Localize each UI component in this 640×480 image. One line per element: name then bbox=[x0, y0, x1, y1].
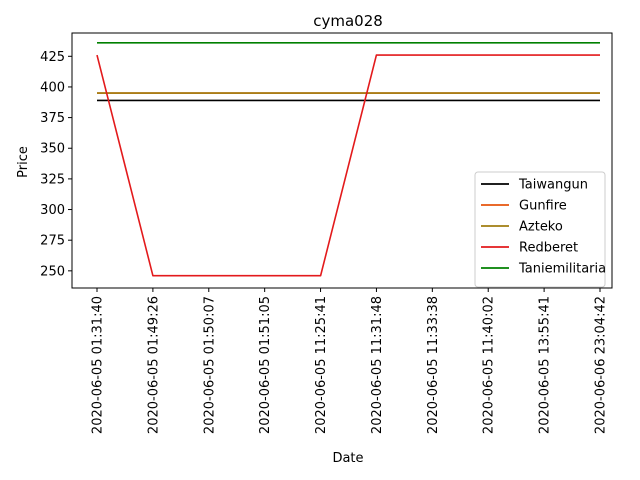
x-tick-label: 2020-06-05 11:25:41 bbox=[314, 296, 329, 434]
x-tick-label: 2020-06-05 11:40:02 bbox=[482, 296, 497, 434]
x-tick-label: 2020-06-05 13:55:41 bbox=[538, 296, 553, 434]
legend: Taiwangun Gunfire Azteko Redberet Taniemilit… bbox=[474, 171, 606, 288]
x-tick-label: 2020-06-05 01:51:05 bbox=[258, 296, 273, 434]
x-axis-label: Date bbox=[332, 451, 363, 466]
legend-label-taniemilitaria: Taniemilitaria bbox=[518, 262, 606, 277]
y-tick-label: 325 bbox=[40, 172, 65, 187]
y-tick-label: 425 bbox=[40, 50, 65, 65]
y-tick-label: 400 bbox=[40, 80, 65, 95]
y-tick-label: 250 bbox=[40, 264, 65, 279]
x-tick-label: 2020-06-06 23:04:42 bbox=[594, 296, 609, 434]
plot-area bbox=[71, 32, 613, 289]
y-tick-label: 300 bbox=[40, 203, 65, 218]
x-tick-label: 2020-06-05 11:33:38 bbox=[426, 296, 441, 434]
series-layer bbox=[96, 41, 600, 277]
legend-label-gunfire: Gunfire bbox=[519, 199, 567, 214]
x-tick-label: 2020-06-05 01:31:40 bbox=[91, 296, 106, 434]
y-axis-label: Price bbox=[16, 146, 31, 178]
plot-frame bbox=[71, 32, 613, 289]
y-axis: 250 275 300 325 350 375 400 425 bbox=[40, 50, 72, 279]
series-line-redberet bbox=[96, 54, 600, 277]
y-tick-label: 375 bbox=[40, 111, 65, 126]
y-tick-label: 350 bbox=[40, 142, 65, 157]
x-tick-label: 2020-06-05 01:50:07 bbox=[202, 296, 217, 434]
legend-label-taiwangun: Taiwangun bbox=[518, 178, 588, 193]
y-tick-label: 275 bbox=[40, 234, 65, 249]
chart-title: cyma028 bbox=[313, 12, 383, 30]
x-axis: 2020-06-05 01:31:40 2020-06-05 01:49:26 20… bbox=[91, 288, 609, 434]
legend-label-azteko: Azteko bbox=[519, 220, 563, 235]
x-tick-label: 2020-06-05 01:49:26 bbox=[146, 296, 161, 434]
x-tick-label: 2020-06-05 11:31:48 bbox=[370, 296, 385, 434]
legend-frame bbox=[474, 171, 606, 288]
legend-label-redberet: Redberet bbox=[519, 241, 578, 256]
